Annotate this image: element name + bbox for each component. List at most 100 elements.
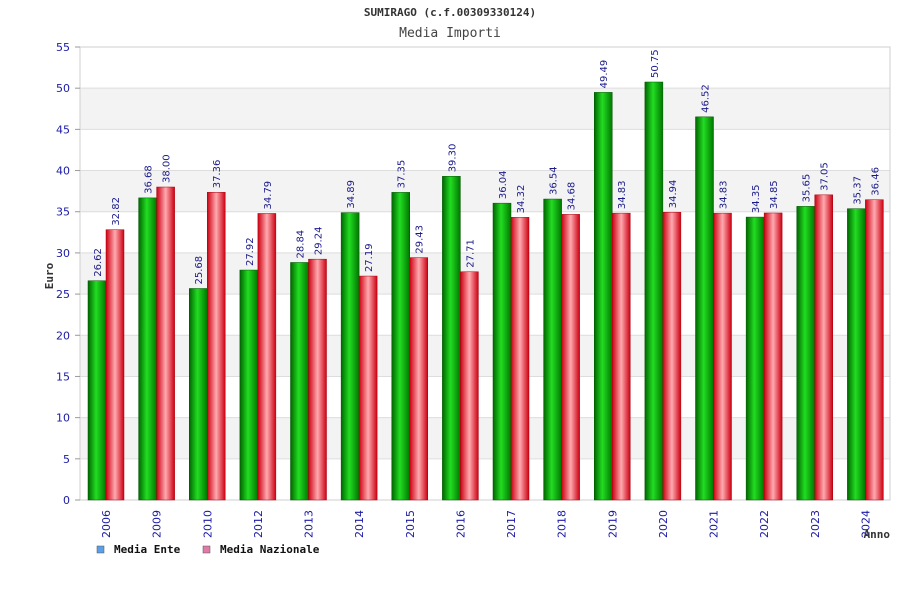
x-tick-label: 2014 <box>353 510 366 538</box>
data-label: 34.83 <box>617 180 628 209</box>
data-label: 34.83 <box>719 180 730 209</box>
x-tick-label: 2024 <box>859 510 872 538</box>
bar-media-nazionale-2016 <box>460 271 479 501</box>
x-tick-label: 2019 <box>606 510 619 538</box>
x-axis-ticks: 2006 2009 2010 2012 2013 2014 2015 2016 2017 2018… <box>100 510 872 538</box>
data-label: 49.49 <box>599 60 610 89</box>
bar-media-ente-2013 <box>290 262 309 501</box>
data-label: 25.68 <box>194 256 205 285</box>
bar-media-ente-2010 <box>189 288 208 501</box>
data-label: 34.85 <box>769 180 780 209</box>
legend-swatch-media-ente <box>96 545 105 554</box>
bar-media-ente-2023 <box>796 206 815 501</box>
bar-media-nazionale-2018 <box>561 214 580 501</box>
plot-area <box>79 46 891 501</box>
bar-media-ente-2018 <box>543 198 562 501</box>
data-label: 39.30 <box>447 144 458 173</box>
data-label: 37.35 <box>397 160 408 189</box>
data-label: 36.04 <box>498 171 509 200</box>
data-label: 29.43 <box>415 225 426 254</box>
x-tick-label: 2022 <box>758 510 771 538</box>
data-label: 38.00 <box>162 154 173 183</box>
y-tick-label: 10 <box>56 412 70 425</box>
legend: Media Ente Media Nazionale <box>96 543 320 556</box>
bar-media-nazionale-2009 <box>156 186 175 501</box>
y-tick-label: 5 <box>63 453 70 466</box>
chart-title: SUMIRAGO (c.f.00309330124) <box>364 6 536 19</box>
x-axis-label: Anno <box>864 528 891 541</box>
data-label: 27.71 <box>465 239 476 268</box>
x-tick-label: 2015 <box>404 510 417 538</box>
data-label: 36.68 <box>144 165 155 194</box>
data-label: 36.46 <box>870 167 881 196</box>
bar-media-nazionale-2024 <box>865 199 884 501</box>
x-tick-label: 2016 <box>454 510 467 538</box>
data-label: 32.82 <box>111 197 122 226</box>
y-tick-label: 25 <box>56 288 70 301</box>
bar-media-nazionale-2020 <box>662 211 682 501</box>
y-axis-ticks: 0 5 10 15 20 25 30 35 40 45 50 55 <box>56 41 80 507</box>
data-label: 50.75 <box>650 49 661 78</box>
bar-media-ente-2015 <box>391 192 410 501</box>
bar-media-ente-2024 <box>847 208 866 501</box>
x-tick-label: 2018 <box>556 510 569 538</box>
bar-media-nazionale-2019 <box>612 212 631 501</box>
data-label: 34.35 <box>751 184 762 213</box>
y-axis-label: Euro <box>43 262 56 289</box>
data-label: 37.36 <box>212 160 223 189</box>
legend-label-media-ente: Media Ente <box>114 543 181 556</box>
data-label: 46.52 <box>701 84 712 113</box>
y-tick-label: 55 <box>56 41 70 54</box>
y-tick-label: 15 <box>56 370 70 383</box>
bar-media-ente-2021 <box>695 116 714 501</box>
x-tick-label: 2021 <box>708 510 721 538</box>
bar-media-nazionale-2023 <box>814 194 833 501</box>
bar-media-nazionale-2014 <box>358 275 378 501</box>
data-label: 29.24 <box>314 227 325 256</box>
data-label: 34.89 <box>346 180 357 209</box>
y-tick-label: 0 <box>63 494 70 507</box>
bar-media-nazionale-2021 <box>713 212 732 501</box>
bars: 26.62 32.82 36.68 38.00 25.68 37.36 27.92 34.79… <box>87 49 884 501</box>
chart-subtitle: Media Importi <box>399 26 501 41</box>
x-tick-label: 2013 <box>303 510 316 538</box>
data-label: 34.79 <box>263 181 274 210</box>
bar-media-nazionale-2013 <box>308 258 327 501</box>
y-tick-label: 40 <box>56 165 70 178</box>
bar-media-ente-2022 <box>745 216 765 501</box>
y-tick-label: 50 <box>56 82 70 95</box>
legend-label-media-nazionale: Media Nazionale <box>220 543 320 556</box>
y-tick-label: 30 <box>56 247 70 260</box>
bar-media-nazionale-2006 <box>105 229 125 501</box>
data-label: 34.68 <box>567 182 578 211</box>
data-label: 34.94 <box>668 180 679 209</box>
bar-media-nazionale-2015 <box>409 257 428 501</box>
grid-band <box>80 88 890 130</box>
bar-media-ente-2014 <box>340 212 360 501</box>
data-label: 27.19 <box>364 243 375 272</box>
data-label: 26.62 <box>93 248 104 277</box>
bar-media-ente-2019 <box>594 92 613 501</box>
legend-swatch-media-nazionale <box>202 545 211 554</box>
y-tick-label: 35 <box>56 206 70 219</box>
data-label: 35.37 <box>852 176 863 205</box>
bar-media-nazionale-2010 <box>207 192 226 501</box>
bar-media-nazionale-2022 <box>763 212 783 501</box>
bar-media-nazionale-2017 <box>510 217 530 501</box>
x-tick-label: 2020 <box>657 510 670 538</box>
x-tick-label: 2012 <box>252 510 265 538</box>
bar-media-ente-2012 <box>239 269 259 501</box>
x-tick-label: 2023 <box>809 510 822 538</box>
data-label: 28.84 <box>296 230 307 259</box>
x-tick-label: 2017 <box>505 510 518 538</box>
data-label: 37.05 <box>820 162 831 191</box>
data-label: 35.65 <box>802 174 813 203</box>
bar-media-nazionale-2012 <box>257 213 277 501</box>
bar-media-ente-2017 <box>492 202 512 501</box>
bar-media-ente-2016 <box>442 176 461 501</box>
data-label: 36.54 <box>549 166 560 195</box>
y-tick-label: 45 <box>56 123 70 136</box>
y-tick-label: 20 <box>56 329 70 342</box>
data-label: 34.32 <box>516 185 527 214</box>
